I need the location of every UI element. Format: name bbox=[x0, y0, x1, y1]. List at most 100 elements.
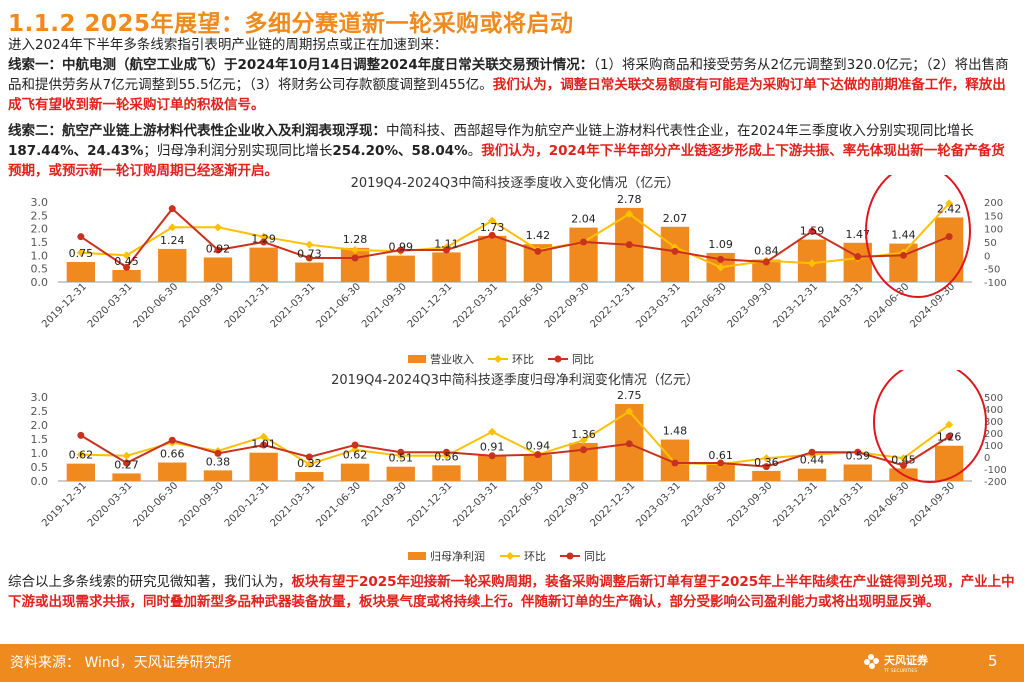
bar-data-label: 0.94 bbox=[526, 440, 551, 453]
yoy-point bbox=[488, 231, 496, 239]
summary-paragraph: 综合以上多条线索的研究见微知著，我们认为，板块有望于2025年迎接新一轮采购周期… bbox=[8, 572, 1018, 612]
yoy-point bbox=[899, 461, 907, 469]
yoy-point bbox=[351, 254, 359, 262]
summary-lead: 综合以上多条线索的研究见微知著，我们认为， bbox=[8, 574, 292, 590]
qoq-point bbox=[76, 450, 85, 459]
qoq-point bbox=[351, 445, 360, 454]
x-axis-tick-label: 2021-12-31 bbox=[406, 480, 455, 529]
x-axis-tick-label: 2022-06-30 bbox=[497, 281, 546, 330]
summary-conclusion: 板块有望于2025年迎接新一轮采购周期，装备采购调整后新订单有望于2025年上半… bbox=[8, 574, 1015, 610]
qoq-point bbox=[305, 460, 314, 469]
bar bbox=[112, 473, 141, 481]
yoy-point bbox=[534, 451, 542, 459]
yoy-point bbox=[260, 238, 268, 246]
bar-data-label: 0.44 bbox=[800, 454, 825, 467]
bar-data-label: 0.66 bbox=[160, 448, 185, 461]
x-axis-tick-label: 2023-06-30 bbox=[680, 480, 729, 529]
qoq-point bbox=[168, 223, 177, 232]
y-axis-tick-label: 3.0 bbox=[31, 391, 49, 404]
x-axis-tick-label: 2023-03-31 bbox=[634, 281, 683, 330]
bar bbox=[432, 465, 461, 481]
bar-data-label: 1.48 bbox=[663, 425, 688, 438]
legend-marker-yoy bbox=[554, 355, 562, 363]
x-axis-tick-label: 2020-09-30 bbox=[177, 281, 226, 330]
yoy-point bbox=[717, 459, 725, 467]
x-axis-tick-label: 2024-09-30 bbox=[908, 480, 957, 529]
y2-axis-tick-label: -100 bbox=[984, 278, 1007, 289]
qoq-point bbox=[945, 199, 954, 208]
x-axis-tick-label: 2020-06-30 bbox=[131, 480, 180, 529]
clue-two-body-a: 中简科技、西部超导作为航空产业链上游材料代表性企业，在2024年三季度收入分别实… bbox=[386, 123, 974, 139]
bar-data-label: 0.91 bbox=[480, 441, 505, 454]
yoy-point bbox=[442, 246, 450, 254]
yoy-point bbox=[808, 227, 816, 235]
yoy-point bbox=[854, 253, 862, 261]
bar-data-label: 0.92 bbox=[206, 242, 231, 255]
bar-data-label: 0.62 bbox=[69, 449, 94, 462]
yoy-point bbox=[945, 433, 953, 441]
qoq-point bbox=[259, 432, 268, 441]
chart-title: 2019Q4-2024Q3中简科技逐季度归母净利润变化情况（亿元） bbox=[331, 372, 699, 388]
x-axis-tick-label: 2022-03-31 bbox=[451, 480, 500, 529]
bar bbox=[523, 454, 553, 481]
revenue-chart: 2019Q4-2024Q3中简科技逐季度收入变化情况（亿元）0.00.51.01… bbox=[31, 175, 1007, 366]
x-axis-tick-label: 2021-03-31 bbox=[269, 480, 318, 529]
y2-axis-tick-label: 0 bbox=[984, 251, 990, 262]
x-axis-tick-label: 2022-03-31 bbox=[451, 281, 500, 330]
bar-data-label: 0.61 bbox=[708, 449, 733, 462]
logo-text: 天风证券 bbox=[884, 653, 929, 667]
yoy-point bbox=[945, 233, 953, 241]
legend-label: 归母净利润 bbox=[430, 549, 485, 563]
clue-two-growth-revenue: 187.44%、24.43% bbox=[8, 143, 144, 159]
bar-data-label: 0.62 bbox=[343, 449, 368, 462]
yoy-point bbox=[717, 255, 725, 263]
bar-data-label: 1.29 bbox=[251, 233, 276, 246]
y-axis-tick-label: 3.0 bbox=[31, 196, 49, 209]
x-axis-tick-label: 2021-09-30 bbox=[360, 281, 409, 330]
x-axis-tick-label: 2022-06-30 bbox=[497, 480, 546, 529]
yoy-point bbox=[899, 251, 907, 259]
yoy-point bbox=[580, 238, 588, 246]
footer-bar: 资料来源： Wind，天风证券研究所 天风证券 TF SECURITIES 5 bbox=[0, 644, 1024, 682]
x-axis-tick-label: 2024-09-30 bbox=[908, 281, 957, 330]
x-axis-tick-label: 2020-12-31 bbox=[223, 281, 272, 330]
qoq-point bbox=[762, 454, 771, 463]
yoy-point bbox=[351, 441, 359, 449]
qoq-series-line bbox=[80, 202, 950, 269]
yoy-point bbox=[305, 453, 313, 461]
clue-two-paragraph: 线索二：航空产业链上游材料代表性企业收入及利润表现浮现：中简科技、西部超导作为航… bbox=[8, 121, 1018, 181]
y2-axis-tick-label: 150 bbox=[984, 211, 1003, 222]
qoq-point bbox=[945, 420, 954, 429]
y2-axis-tick-label: 100 bbox=[984, 225, 1003, 236]
qoq-point bbox=[808, 259, 817, 268]
yoy-point bbox=[534, 247, 542, 255]
qoq-point bbox=[76, 248, 85, 257]
bar bbox=[158, 462, 187, 481]
yoy-point bbox=[625, 241, 633, 249]
yoy-point bbox=[260, 441, 268, 449]
clue-two-conclusion: 我们认为，2024年下半年部分产业链逐步形成上下游共振、率先体现出新一轮备产备货… bbox=[8, 143, 1005, 179]
y-axis-tick-label: 0.5 bbox=[31, 263, 49, 276]
bar-data-label: 2.78 bbox=[617, 193, 642, 206]
bar bbox=[843, 464, 872, 481]
tf-securities-logo: 天风证券 TF SECURITIES bbox=[864, 653, 929, 674]
bar-data-label: 1.59 bbox=[800, 225, 825, 238]
x-axis-tick-label: 2023-12-31 bbox=[771, 480, 820, 529]
qoq-point bbox=[488, 216, 497, 225]
legend-marker-qoq bbox=[494, 355, 502, 363]
yoy-point bbox=[762, 258, 770, 266]
bar bbox=[340, 463, 370, 481]
y-axis-tick-label: 2.5 bbox=[31, 405, 49, 418]
bar bbox=[158, 248, 187, 282]
y2-axis-tick-label: -50 bbox=[984, 265, 1000, 276]
y-axis-tick-label: 2.0 bbox=[31, 223, 49, 236]
yoy-point bbox=[123, 459, 131, 467]
bar bbox=[249, 247, 278, 282]
bar-data-label: 0.99 bbox=[389, 241, 414, 254]
yoy-point bbox=[77, 233, 85, 241]
bar-data-label: 1.01 bbox=[251, 438, 276, 451]
bar-data-label: 1.36 bbox=[571, 428, 596, 441]
yoy-point bbox=[397, 448, 405, 456]
yoy-point bbox=[214, 449, 222, 457]
net-profit-chart: 2019Q4-2024Q3中简科技逐季度归母净利润变化情况（亿元）0.00.51… bbox=[31, 370, 1007, 563]
